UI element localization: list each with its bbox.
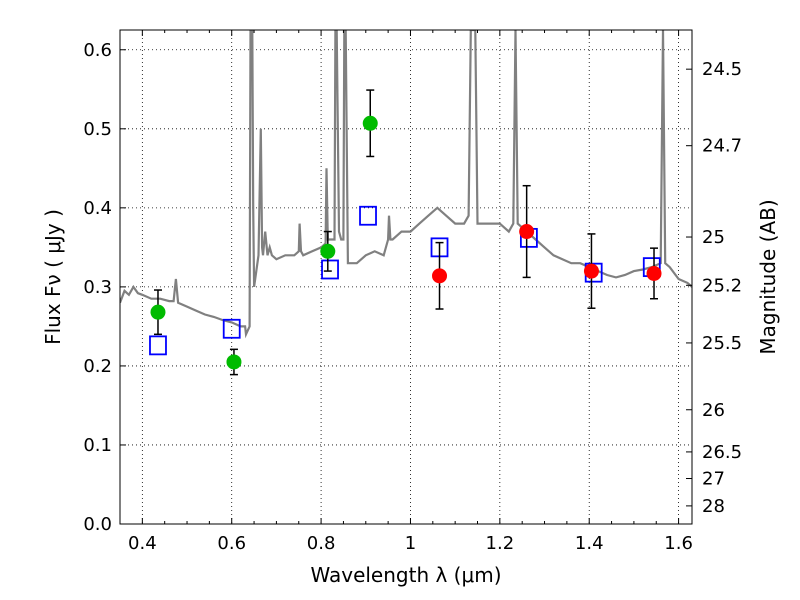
y-tick-label: 0.3 (83, 277, 112, 298)
y-tick-label: 0.4 (83, 198, 112, 219)
y-axis-title: Flux Fν ( μJy ) (41, 209, 65, 345)
x-tick-label: 0.4 (128, 533, 157, 554)
x-axis-title: Wavelength λ (μm) (310, 563, 501, 587)
y-tick-label: 0.2 (83, 356, 112, 377)
model-square-marker (149, 335, 167, 356)
right-tick-label: 24.5 (702, 59, 742, 80)
plot-frame (119, 29, 693, 525)
data-point (432, 268, 448, 284)
spectrum-line (120, 30, 692, 339)
model-square-marker (359, 205, 377, 226)
data-point (646, 265, 662, 281)
model-square-marker (321, 259, 339, 280)
right-tick-label: 25.5 (702, 333, 742, 354)
right-tick-label: 26.5 (702, 442, 742, 463)
y-tick-label: 0.6 (83, 40, 112, 61)
x-tick-label: 1.2 (486, 533, 515, 554)
x-tick-label: 0.6 (217, 533, 246, 554)
data-point (226, 354, 242, 370)
right-tick-label: 28 (702, 496, 725, 517)
x-tick-label: 0.8 (307, 533, 336, 554)
data-point (362, 115, 378, 131)
y-tick-label: 0.0 (83, 514, 112, 535)
photometry-markers (149, 89, 662, 376)
data-point (583, 263, 599, 279)
x-tick-label: 1.6 (664, 533, 693, 554)
y-tick-label: 0.5 (83, 119, 112, 140)
right-tick-label: 24.7 (702, 136, 742, 157)
axis-ticks: 0.4 0.6 0.8 1 1.2 1.4 1.6 0.0 0.1 0.2 0.3 0.4 0.5 0.6… (83, 30, 742, 554)
data-point (150, 304, 166, 320)
right-axis-title: Magnitude (AB) (756, 199, 780, 354)
right-tick-label: 25.2 (702, 275, 742, 296)
right-tick-label: 26 (702, 400, 725, 421)
right-tick-label: 25 (702, 227, 725, 248)
grid-lines (120, 30, 692, 525)
model-square-marker (222, 318, 241, 339)
x-tick-label: 1 (405, 533, 416, 554)
right-tick-label: 27 (702, 469, 725, 490)
x-tick-label: 1.4 (575, 533, 604, 554)
data-point (519, 224, 535, 240)
y-tick-label: 0.1 (83, 435, 112, 456)
model-spectrum (120, 30, 692, 339)
data-point (320, 243, 336, 259)
